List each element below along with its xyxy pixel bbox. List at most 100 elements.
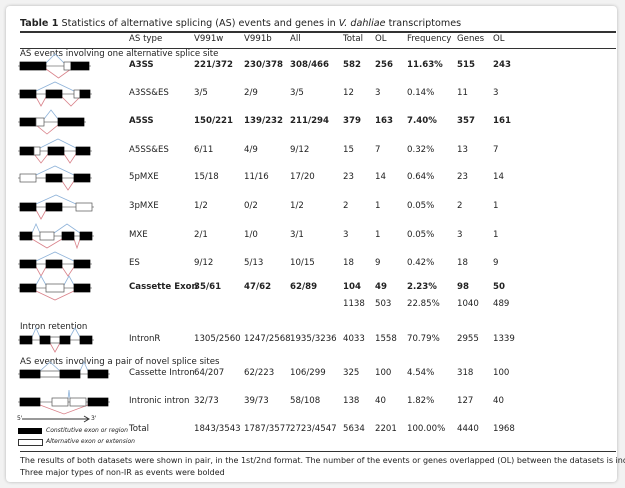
alternative-label: Alternative exon or extension (46, 438, 135, 445)
cell-genes: 18 (457, 258, 468, 268)
cell-v991w: 221/372 (194, 60, 234, 70)
cell-genes: 127 (457, 396, 474, 406)
cell-type: MXE (129, 230, 148, 240)
section-pair-sites: AS events involving a pair of novel spli… (20, 357, 220, 367)
cell-genes_ol: 1 (493, 201, 499, 211)
five-prime-label: 5' (17, 415, 23, 422)
column-header: Genes (457, 34, 485, 44)
column-header: OL (375, 34, 387, 44)
splicing-diagram-icon (18, 138, 92, 164)
cell-genes_ol: 1968 (493, 424, 515, 434)
cell-v991w: 3/5 (194, 88, 208, 98)
cell-ol: 49 (375, 282, 387, 292)
cell-v991b: 47/62 (244, 282, 272, 292)
cell-all: 1/2 (290, 201, 304, 211)
cell-v991b: 62/223 (244, 368, 275, 378)
three-prime-label: 3' (91, 415, 97, 422)
cell-type: IntronR (129, 334, 161, 344)
cell-total: 5634 (343, 424, 365, 434)
cell-genes: 98 (457, 282, 469, 292)
cell-all: 3/1 (290, 230, 304, 240)
section-one-site: AS events involving one alternative spli… (20, 49, 219, 59)
cell-v991b: 4/9 (244, 145, 258, 155)
cell-total: 3 (343, 230, 349, 240)
column-header: OL (493, 34, 505, 44)
cell-genes_ol: 9 (493, 258, 499, 268)
cell-genes: 357 (457, 116, 475, 126)
cell-frequency: 0.14% (407, 88, 435, 98)
cell-all: 9/12 (290, 145, 310, 155)
cell-v991b: 11/16 (244, 172, 269, 182)
cell-v991b: 39/73 (244, 396, 269, 406)
cell-total: 104 (343, 282, 361, 292)
section-intron-retention: Intron retention (20, 322, 88, 332)
column-header: All (290, 34, 301, 44)
cell-ol: 100 (375, 368, 392, 378)
cell-genes: 3 (457, 230, 463, 240)
cell-v991b: 2/9 (244, 88, 258, 98)
cell-v991b: 0/2 (244, 201, 258, 211)
cell-v991w: 150/221 (194, 116, 234, 126)
cell-genes_ol: 100 (493, 368, 510, 378)
cell-v991w: 2/1 (194, 230, 208, 240)
cell-ol: 9 (375, 258, 381, 268)
cell-genes_ol: 3 (493, 88, 499, 98)
cell-v991w: 35/61 (194, 282, 222, 292)
cell-frequency: 0.32% (407, 145, 435, 155)
cell-type: A3SS&ES (129, 88, 169, 98)
cell-ol: 1 (375, 201, 381, 211)
cell-genes: 4440 (457, 424, 479, 434)
cell-all: 106/299 (290, 368, 326, 378)
cell-frequency: 0.05% (407, 230, 435, 240)
cell-v991b: 1/0 (244, 230, 258, 240)
cell-genes: 23 (457, 172, 468, 182)
splicing-diagram-icon (18, 327, 94, 353)
cell-frequency: 70.79% (407, 334, 440, 344)
cell-frequency: 4.54% (407, 368, 435, 378)
cell-total: 12 (343, 88, 354, 98)
column-header: V991b (244, 34, 272, 44)
table-title: Table 1 Statistics of alternative splici… (20, 18, 462, 29)
splicing-diagram-icon (18, 275, 92, 301)
column-header: AS type (129, 34, 163, 44)
cell-all: 62/89 (290, 282, 318, 292)
cell-total: 325 (343, 368, 360, 378)
cell-frequency: 0.05% (407, 201, 435, 211)
cell-v991w: 64/207 (194, 368, 225, 378)
cell-genes_ol: 489 (493, 299, 510, 309)
cell-frequency: 1.82% (407, 396, 435, 406)
splicing-diagram-icon (18, 251, 92, 277)
alternative-swatch (18, 439, 43, 446)
cell-type: Intronic intron (129, 396, 190, 406)
cell-type: ES (129, 258, 140, 268)
cell-genes: 11 (457, 88, 468, 98)
header-rule (20, 48, 616, 49)
cell-v991w: 15/18 (194, 172, 219, 182)
cell-genes_ol: 243 (493, 60, 511, 70)
cell-all: 17/20 (290, 172, 315, 182)
cell-type: A5SS (129, 116, 154, 126)
splicing-diagram-icon (18, 361, 110, 379)
cell-genes_ol: 14 (493, 172, 504, 182)
cell-genes: 318 (457, 368, 474, 378)
cell-ol: 503 (375, 299, 392, 309)
cell-total: 4033 (343, 334, 365, 344)
cell-ol: 2201 (375, 424, 397, 434)
cell-v991b: 1787/3577 (244, 424, 291, 434)
cell-genes: 2 (457, 201, 463, 211)
cell-all: 58/108 (290, 396, 321, 406)
arrow-icon (22, 415, 90, 423)
cell-all: 1935/3236 (290, 334, 337, 344)
cell-ol: 1558 (375, 334, 397, 344)
splicing-diagram-icon (18, 81, 92, 107)
cell-frequency: 7.40% (407, 116, 437, 126)
cell-genes_ol: 40 (493, 396, 504, 406)
cell-frequency: 2.23% (407, 282, 437, 292)
cell-frequency: 100.00% (407, 424, 446, 434)
cell-total: 138 (343, 396, 360, 406)
column-header: Total (343, 34, 364, 44)
splicing-diagram-icon (18, 223, 94, 250)
splicing-diagram-icon (18, 389, 110, 415)
cell-genes: 2955 (457, 334, 479, 344)
splicing-diagram-icon (18, 53, 91, 79)
